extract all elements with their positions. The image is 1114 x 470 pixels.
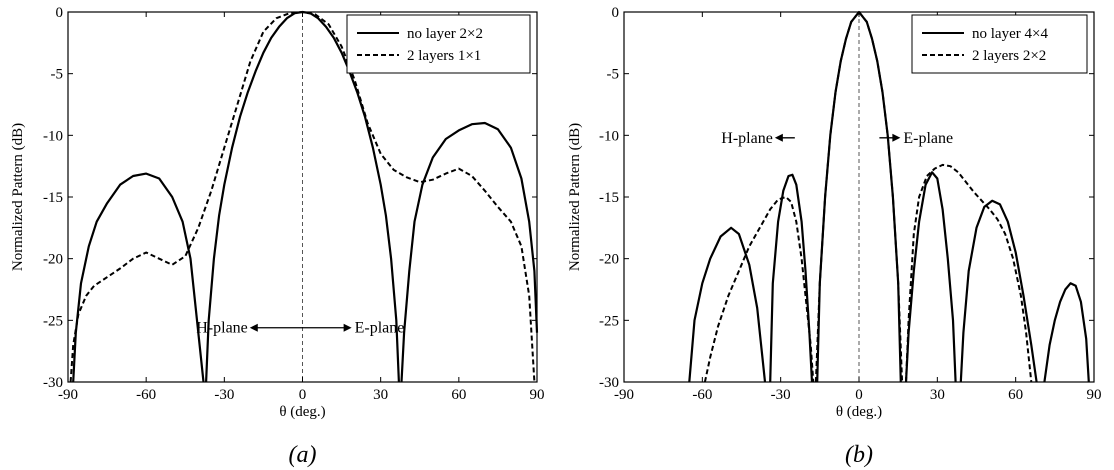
x-tick-label: -60 (136, 387, 156, 403)
series-line-solid (769, 173, 814, 383)
y-tick-label: -10 (43, 128, 63, 144)
y-tick-label: -30 (599, 375, 619, 391)
arrow-right-head (892, 133, 901, 142)
arrow-right-head (343, 323, 352, 332)
y-tick-label: -5 (607, 67, 620, 83)
chart-panel-a: -90 -60 -30 0 30 60 90 0 -5 -10 -15 -20 -25 -30 θ (deg… (10, 5, 545, 468)
y-axis-label: Normalized Pattern (dB) (10, 123, 26, 271)
legend-label: 2 layers 1×1 (407, 48, 481, 64)
legend-label: 2 layers 2×2 (972, 48, 1046, 64)
y-tick-label: 0 (56, 5, 64, 21)
annotation-h-plane: H-plane (196, 320, 248, 337)
series-line-solid (688, 226, 767, 383)
arrow-left-head (249, 323, 258, 332)
series-line-solid (904, 171, 957, 383)
y-tick-label: -5 (51, 67, 64, 83)
x-tick-label: 0 (855, 387, 863, 403)
y-tick-label: -25 (599, 313, 619, 329)
series-line-solid (72, 172, 205, 383)
series-line-dashed (814, 11, 904, 383)
x-tick-label: 90 (530, 387, 545, 403)
x-tick-label: 60 (1008, 387, 1023, 403)
x-tick-label: 0 (299, 387, 307, 403)
y-tick-label: -15 (599, 190, 619, 206)
panel-label: (b) (845, 442, 873, 468)
y-tick-label: -25 (43, 313, 63, 329)
x-tick-label: 60 (451, 387, 466, 403)
y-tick-label: -30 (43, 375, 63, 391)
x-tick-label: -30 (214, 387, 234, 403)
legend-box (911, 14, 1088, 74)
x-tick-label: 30 (373, 387, 388, 403)
x-axis-label: θ (deg.) (279, 404, 325, 420)
y-tick-label: -20 (43, 252, 63, 268)
arrow-left-head (774, 133, 783, 142)
series-line-solid (1043, 282, 1090, 383)
panel-label: (a) (289, 442, 317, 468)
x-tick-label: -90 (58, 387, 78, 403)
x-tick-label: -90 (614, 387, 634, 403)
series-line-dashed (703, 196, 815, 383)
x-tick-label: -60 (692, 387, 712, 403)
series-line-dashed (69, 11, 536, 383)
y-tick-label: -10 (599, 128, 619, 144)
x-tick-label: -30 (771, 387, 791, 403)
legend-box (346, 14, 531, 74)
x-axis-label: θ (deg.) (836, 404, 882, 420)
x-tick-label: 90 (1087, 387, 1102, 403)
y-tick-label: -20 (599, 252, 619, 268)
annotation-h-plane: H-plane (721, 130, 773, 147)
x-tick-label: 30 (930, 387, 945, 403)
annotation-e-plane: E-plane (355, 320, 405, 337)
series-line-dashed (905, 163, 1033, 383)
series-line-solid (959, 199, 1038, 383)
y-axis-label: Normalized Pattern (dB) (567, 123, 583, 271)
annotation-e-plane: E-plane (903, 130, 953, 147)
y-tick-label: 0 (612, 5, 620, 21)
chart-panel-b: -90 -60 -30 0 30 60 90 0 -5 -10 -15 -20 -25 -30 θ (deg… (567, 5, 1102, 468)
legend-label: no layer 2×2 (407, 26, 483, 42)
y-tick-label: -15 (43, 190, 63, 206)
series-line-solid (400, 121, 539, 383)
legend-label: no layer 4×4 (972, 26, 1048, 42)
